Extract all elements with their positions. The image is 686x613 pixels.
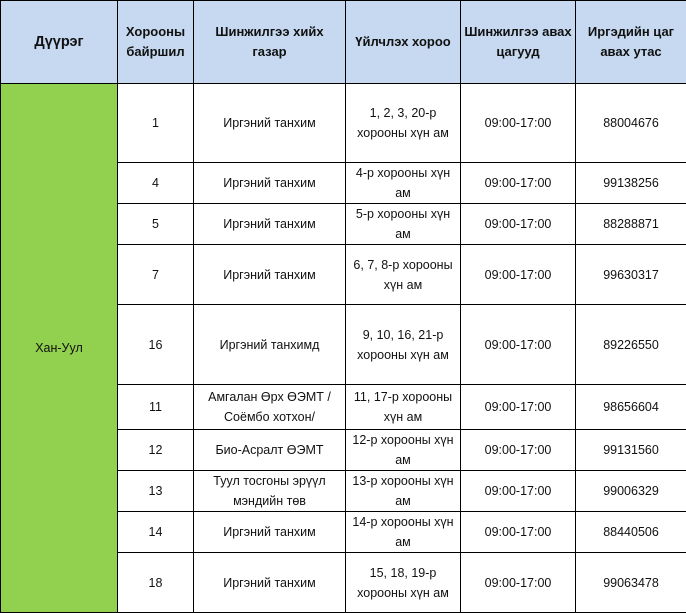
serves-cell: 11, 17-р хорооны хүн ам (346, 385, 461, 430)
hours-cell: 09:00-17:00 (461, 305, 576, 385)
phone-cell: 99138256 (576, 163, 686, 204)
hours-cell: 09:00-17:00 (461, 553, 576, 613)
hours-cell: 09:00-17:00 (461, 204, 576, 245)
hours-cell: 09:00-17:00 (461, 471, 576, 512)
serves-cell: 15, 18, 19-р хорооны хүн ам (346, 553, 461, 613)
place-cell: Туул тосгоны эрүүл мэндийн төв (194, 471, 346, 512)
place-cell: Иргэний танхим (194, 204, 346, 245)
serves-cell: 14-р хорооны хүн ам (346, 512, 461, 553)
header-serves: Үйлчлэх хороо (346, 1, 461, 84)
place-cell: Иргэний танхим (194, 245, 346, 305)
serves-cell: 4-р хорооны хүн ам (346, 163, 461, 204)
khoroo-cell: 1 (118, 84, 194, 163)
header-hours: Шинжилгээ авах цагууд (461, 1, 576, 84)
phone-cell: 99630317 (576, 245, 686, 305)
place-cell: Иргэний танхим (194, 84, 346, 163)
phone-cell: 98656604 (576, 385, 686, 430)
khoroo-cell: 12 (118, 430, 194, 471)
khoroo-cell: 16 (118, 305, 194, 385)
khoroo-cell: 18 (118, 553, 194, 613)
hours-cell: 09:00-17:00 (461, 84, 576, 163)
phone-cell: 88288871 (576, 204, 686, 245)
district-cell: Хан-Уул (1, 84, 118, 613)
hours-cell: 09:00-17:00 (461, 430, 576, 471)
hours-cell: 09:00-17:00 (461, 245, 576, 305)
phone-cell: 88004676 (576, 84, 686, 163)
phone-cell: 89226550 (576, 305, 686, 385)
khoroo-cell: 13 (118, 471, 194, 512)
hours-cell: 09:00-17:00 (461, 512, 576, 553)
serves-cell: 6, 7, 8-р хорооны хүн ам (346, 245, 461, 305)
place-cell: Иргэний танхим (194, 512, 346, 553)
khoroo-cell: 5 (118, 204, 194, 245)
serves-cell: 5-р хорооны хүн ам (346, 204, 461, 245)
phone-cell: 99006329 (576, 471, 686, 512)
khoroo-cell: 11 (118, 385, 194, 430)
hours-cell: 09:00-17:00 (461, 385, 576, 430)
place-cell: Иргэний танхимд (194, 305, 346, 385)
phone-cell: 99063478 (576, 553, 686, 613)
hours-cell: 09:00-17:00 (461, 163, 576, 204)
serves-cell: 12-р хорооны хүн ам (346, 430, 461, 471)
header-phone: Иргэдийн цаг авах утас (576, 1, 686, 84)
serves-cell: 9, 10, 16, 21-р хорооны хүн ам (346, 305, 461, 385)
place-cell: Иргэний танхим (194, 163, 346, 204)
place-cell: Амгалан Өрх ӨЭМТ /Соёмбо хотхон/ (194, 385, 346, 430)
serves-cell: 1, 2, 3, 20-р хорооны хүн ам (346, 84, 461, 163)
header-place: Шинжилгээ хийх газар (194, 1, 346, 84)
khoroo-cell: 4 (118, 163, 194, 204)
header-khoroo: Хорооны байршил (118, 1, 194, 84)
khoroo-cell: 14 (118, 512, 194, 553)
phone-cell: 99131560 (576, 430, 686, 471)
place-cell: Иргэний танхим (194, 553, 346, 613)
place-cell: Био-Асралт ӨЭМТ (194, 430, 346, 471)
header-district: Дүүрэг (1, 1, 118, 84)
khoroo-cell: 7 (118, 245, 194, 305)
serves-cell: 13-р хорооны хүн ам (346, 471, 461, 512)
phone-cell: 88440506 (576, 512, 686, 553)
header-row: Дүүрэг Хорооны байршил Шинжилгээ хийх га… (1, 1, 686, 84)
